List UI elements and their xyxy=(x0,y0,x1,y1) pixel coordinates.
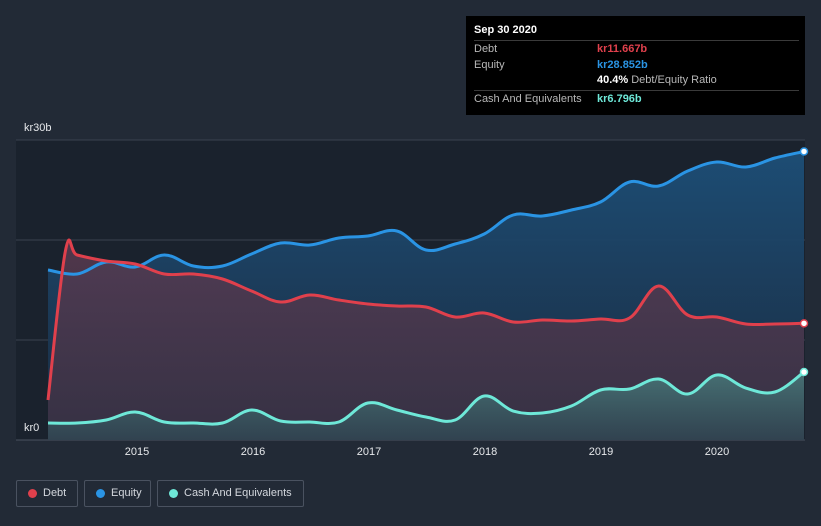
tooltip-row-cash: Cash And Equivalents kr6.796b xyxy=(474,90,799,107)
tooltip-ratio-label: Debt/Equity Ratio xyxy=(631,74,717,86)
x-tick-label-2015: 2015 xyxy=(124,446,150,458)
x-tick-label-2016: 2016 xyxy=(240,446,266,458)
tooltip-cash-value: kr6.796b xyxy=(597,93,642,105)
legend-item-equity[interactable]: Equity xyxy=(84,480,151,507)
tooltip-equity-label: Equity xyxy=(474,59,505,71)
equity-line xyxy=(47,150,805,276)
legend-debt-dot-icon xyxy=(28,489,37,498)
tooltip-row-debt: Debt kr11.667b xyxy=(474,40,799,57)
cash-end-point[interactable] xyxy=(799,367,809,377)
tooltip-debt-value: kr11.667b xyxy=(597,43,648,55)
debt-line xyxy=(46,238,805,401)
equity-end-point[interactable] xyxy=(799,147,809,156)
legend-item-cash[interactable]: Cash And Equivalents xyxy=(157,480,304,507)
x-tick-label-2019: 2019 xyxy=(588,446,614,458)
y-tick-label-max: kr30b xyxy=(24,122,52,134)
cash-area xyxy=(48,372,804,440)
x-tick-label-2017: 2017 xyxy=(356,446,382,458)
x-tick-label-2018: 2018 xyxy=(472,446,498,458)
tooltip-date: Sep 30 2020 xyxy=(474,24,537,36)
legend-debt-label: Debt xyxy=(43,487,67,499)
debt-end-point[interactable] xyxy=(799,319,809,328)
legend-item-debt[interactable]: Debt xyxy=(16,480,78,507)
legend-cash-dot-icon xyxy=(169,489,178,498)
tooltip-row-equity: Equity kr28.852b xyxy=(474,57,799,73)
y-tick-label-zero: kr0 xyxy=(24,422,40,434)
legend-equity-dot-icon xyxy=(96,489,105,498)
legend-equity-label: Equity xyxy=(111,487,142,499)
tooltip-equity-value: kr28.852b xyxy=(597,59,648,71)
legend-cash-label: Cash And Equivalents xyxy=(184,487,292,499)
data-tooltip: Sep 30 2020 Debt kr11.667b Equity kr28.8… xyxy=(466,16,805,115)
tooltip-cash-label: Cash And Equivalents xyxy=(474,93,582,105)
tooltip-debt-label: Debt xyxy=(474,43,498,55)
cash-line xyxy=(47,370,805,426)
tooltip-ratio-value: 40.4% xyxy=(597,74,629,86)
tooltip-ratio: 40.4% Debt/Equity Ratio xyxy=(597,74,717,86)
x-tick-label-2020: 2020 xyxy=(704,446,730,458)
